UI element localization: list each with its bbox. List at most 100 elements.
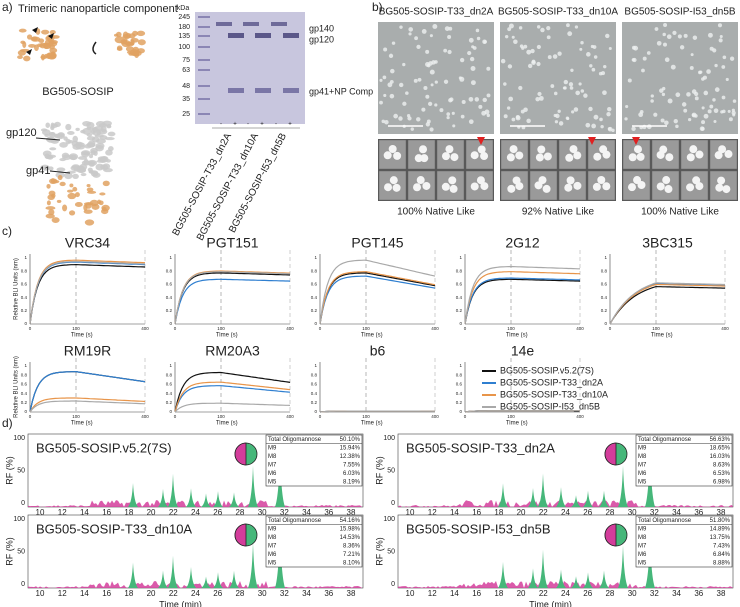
pointer (35, 137, 61, 141)
density (602, 182, 611, 191)
particle (631, 126, 636, 132)
density (477, 145, 486, 154)
structure-blob (59, 158, 67, 162)
density (564, 183, 573, 192)
trace-pink (398, 581, 733, 588)
structure-blob (62, 204, 68, 212)
x-tick-label: 26 (213, 508, 222, 517)
structure-blob (38, 38, 45, 43)
particle (599, 117, 603, 122)
density (470, 182, 479, 191)
sensorgram (174, 402, 291, 413)
sensorgram (29, 260, 145, 325)
label: gp41 (26, 165, 50, 177)
x-axis-label: Time (s) (651, 333, 673, 339)
peak-green (571, 495, 581, 507)
particle (659, 88, 664, 93)
structure-blob (56, 199, 62, 203)
red-arrow (477, 137, 485, 145)
particle (701, 106, 705, 110)
y-tick-label: 1 (169, 255, 172, 260)
y-tick-label: 0 (24, 321, 27, 326)
structure-blob (129, 49, 139, 57)
x-tick-label: 16 (472, 508, 481, 517)
structure-blob (76, 166, 86, 173)
density (686, 153, 695, 162)
peak-green (556, 487, 566, 507)
density (542, 184, 551, 193)
particle (732, 99, 737, 103)
structure-blob (64, 172, 73, 180)
sensorgram (464, 271, 580, 325)
particle (592, 45, 597, 49)
particle (434, 103, 438, 107)
particle (427, 63, 431, 68)
structure-blob (132, 30, 138, 36)
particle (413, 78, 418, 83)
structure-blob (102, 120, 112, 127)
x-tick-label: 100 (217, 326, 225, 331)
y-tick-label: 0.4 (21, 391, 28, 396)
plot-title: PGT145 (351, 235, 403, 251)
particle (606, 111, 611, 117)
particle (700, 126, 705, 131)
x-tick-label: 20 (147, 508, 156, 517)
particle (591, 67, 596, 72)
particle (697, 70, 702, 75)
table-value: 12.38% (340, 454, 361, 460)
structure-blob (47, 194, 55, 201)
density (441, 152, 450, 161)
particle (398, 116, 403, 121)
y-tick-label: 0 (21, 500, 25, 507)
particle (703, 113, 709, 119)
particle (444, 26, 450, 32)
peak-green (583, 572, 593, 588)
lane-label: BG505-SOSIP-I53_dn5B (227, 131, 289, 235)
particle (557, 109, 561, 113)
structure-blob (67, 189, 74, 193)
particle (707, 32, 713, 38)
particle (408, 32, 412, 36)
peak-green (128, 562, 138, 588)
particle (727, 109, 731, 113)
structure-blob (100, 164, 106, 170)
particle (520, 109, 525, 114)
ladder-band (198, 113, 210, 115)
particle (722, 55, 727, 60)
class-tile (709, 170, 738, 201)
y-tick-label: 0.8 (601, 268, 608, 273)
density (565, 153, 574, 162)
particle (608, 46, 612, 51)
particle (393, 113, 398, 119)
particle (507, 64, 513, 69)
structure-blob (89, 199, 99, 207)
particle (714, 63, 718, 68)
particle (563, 79, 569, 85)
y-tick-label: 0.4 (456, 295, 463, 300)
structure-blob (99, 192, 106, 196)
x-axis-label: Time (s) (216, 333, 238, 339)
peak-green (498, 561, 508, 588)
particle (460, 114, 465, 119)
x-tick-label: 24 (191, 589, 200, 598)
arrowhead (48, 33, 54, 39)
peak-green (158, 570, 168, 588)
structure-blob (22, 41, 27, 49)
x-tick-label: 16 (472, 589, 481, 598)
x-axis-label: Time (s) (506, 333, 528, 339)
particle (518, 26, 523, 30)
density (592, 182, 601, 191)
y-tick-label: 0.8 (166, 268, 173, 273)
particle (558, 121, 564, 126)
y-tick-label: 0 (21, 581, 25, 588)
density (416, 176, 425, 185)
x-axis-label: Time (s) (506, 421, 528, 427)
particle (402, 101, 407, 106)
peak-green (538, 549, 548, 588)
particle (569, 86, 574, 90)
density (392, 183, 401, 192)
particle (531, 59, 536, 64)
particle (675, 124, 679, 129)
particle (679, 45, 685, 50)
x-tick-label: 0 (609, 326, 612, 331)
